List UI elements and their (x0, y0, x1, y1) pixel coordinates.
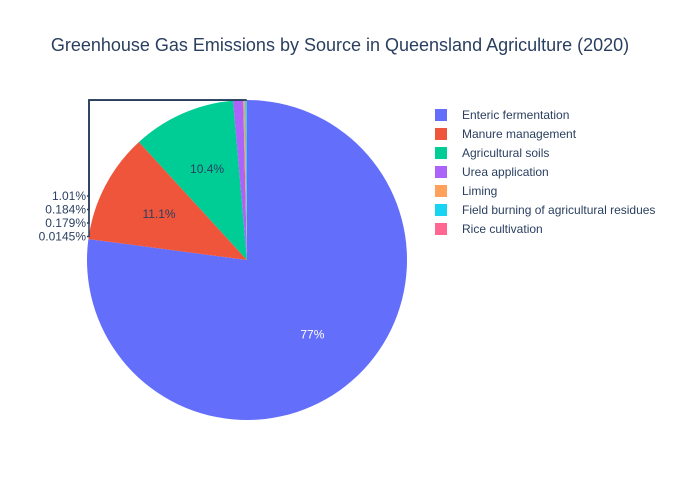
legend-swatch-5 (435, 204, 447, 216)
slice-percent-label-0: 77% (300, 328, 324, 342)
slice-percent-label-2: 10.4% (190, 162, 224, 176)
legend-item-0[interactable]: Enteric fermentation (435, 108, 569, 122)
pie-slice-0[interactable] (86, 100, 408, 421)
pie-slices (86, 100, 408, 421)
legend-label-5: Field burning of agricultural residues (462, 203, 655, 217)
legend-label-2: Agricultural soils (462, 146, 549, 160)
legend-item-6[interactable]: Rice cultivation (435, 222, 543, 236)
legend-swatch-2 (435, 147, 447, 159)
legend-item-4[interactable]: Liming (435, 184, 497, 198)
legend: Enteric fermentation Manure management Agr… (435, 108, 655, 236)
legend-swatch-0 (435, 109, 447, 121)
pie-slice-1[interactable] (88, 142, 247, 260)
legend-swatch-3 (435, 166, 447, 178)
pie-labels: 77% 11.1% 10.4% 1.01%0.184%0.179%0.0145% (39, 99, 325, 342)
legend-label-0: Enteric fermentation (462, 108, 569, 122)
slice-percent-label-3: 1.01% (52, 189, 86, 203)
pie-slice-3[interactable] (233, 100, 247, 260)
legend-item-1[interactable]: Manure management (435, 127, 577, 141)
legend-label-6: Rice cultivation (462, 222, 543, 236)
slice-percent-label-4: 0.184% (45, 203, 86, 217)
legend-swatch-4 (435, 185, 447, 197)
pie-slice-4[interactable] (243, 100, 247, 261)
legend-label-4: Liming (462, 184, 497, 198)
legend-item-5[interactable]: Field burning of agricultural residues (435, 203, 655, 217)
legend-label-3: Urea application (462, 165, 549, 179)
legend-item-2[interactable]: Agricultural soils (435, 146, 549, 160)
legend-label-1: Manure management (462, 127, 577, 141)
legend-swatch-6 (435, 223, 447, 235)
slice-percent-label-6: 0.0145% (39, 230, 87, 244)
legend-item-3[interactable]: Urea application (435, 165, 549, 179)
pie-slice-5[interactable] (245, 100, 247, 261)
label-connector-6 (87, 99, 247, 238)
legend-swatch-1 (435, 128, 447, 140)
chart-title: Greenhouse Gas Emissions by Source in Qu… (51, 35, 629, 55)
slice-percent-label-1: 11.1% (142, 207, 175, 221)
slice-percent-label-5: 0.179% (45, 216, 86, 230)
pie-slice-2[interactable] (138, 100, 247, 260)
